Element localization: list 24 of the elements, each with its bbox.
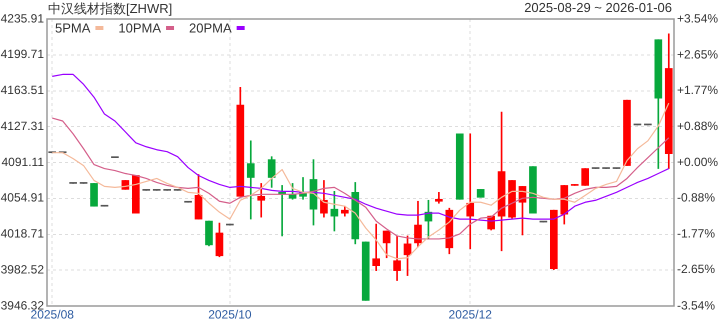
y2-tick-label: -2.65% [677,262,716,276]
x-tick-label: 2025/12 [448,308,492,320]
y-tick-label: 4091.11 [2,154,44,169]
legend-label: 5PMA [55,20,91,36]
y-tick-label: 4235.91 [0,11,44,26]
y-tick-label: 4054.91 [0,190,44,205]
chart-subtitle: 2025-08-29 ~ 2026-01-06 [524,0,672,15]
chart-title: 中汉线材指数[ZHWR] [48,0,172,18]
y2-tick-label: +1.77% [677,83,718,98]
x-tick-label: 2025/10 [208,308,252,320]
legend-label: 20PMA [189,20,232,36]
y-tick-label: 4018.71 [0,226,44,241]
y2-tick-label: +3.54% [677,11,718,26]
y2-tick-label: -1.77% [677,226,716,241]
y2-tick-label: -0.88% [677,190,716,204]
y-tick-label: 3982.52 [0,262,44,276]
y2-tick-label: +0.88% [677,119,718,134]
y2-tick-label: +2.65% [677,47,718,62]
y-tick-label: 4127.31 [0,118,44,133]
y-tick-label: 4199.71 [0,47,44,62]
y2-tick-label: -3.54% [677,298,716,312]
legend-label: 10PMA [118,20,162,36]
y2-tick-label: +0.00% [677,154,718,169]
y-tick-label: 4163.51 [0,83,44,98]
